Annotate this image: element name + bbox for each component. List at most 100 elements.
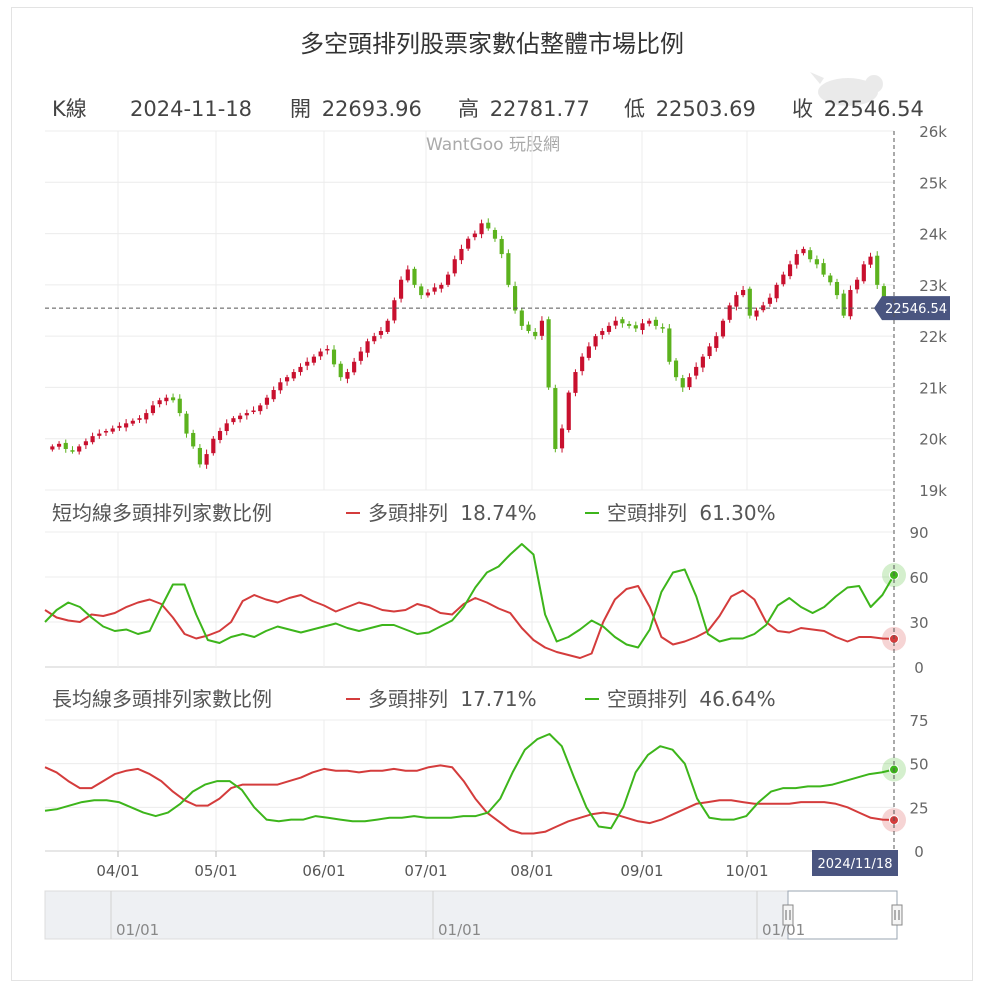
candle-body	[707, 346, 712, 357]
candle-body	[627, 323, 632, 326]
candle-body	[90, 436, 95, 443]
candle	[291, 369, 296, 382]
candle	[539, 316, 544, 340]
high-label: 高	[458, 97, 479, 121]
candle	[385, 318, 390, 334]
candle-body	[848, 289, 853, 317]
candle	[77, 444, 82, 455]
price-tag-shape	[874, 296, 950, 321]
short-panel-legend: 短均線多頭排列家數比例	[52, 501, 272, 525]
candle-body	[284, 377, 290, 382]
candle	[405, 265, 410, 283]
candle	[486, 218, 491, 231]
candle	[868, 252, 873, 268]
candle-body	[821, 263, 826, 275]
candle-body	[358, 351, 363, 361]
candle	[593, 333, 598, 350]
candle-body	[761, 305, 766, 311]
navigator-right-handle[interactable]	[891, 904, 903, 926]
candle	[258, 403, 263, 415]
candle	[238, 412, 243, 423]
candle	[519, 307, 524, 330]
candle-body	[432, 287, 437, 292]
panel-tick-label: 90	[909, 524, 928, 542]
candle-body	[83, 441, 88, 446]
candle	[298, 363, 303, 376]
candle	[734, 291, 739, 311]
candle	[177, 394, 182, 417]
candle-body	[600, 331, 605, 335]
candle	[50, 444, 55, 452]
candle-body	[553, 388, 558, 449]
candle-body	[573, 372, 578, 393]
candle	[767, 293, 773, 307]
candle	[399, 276, 404, 303]
candle-body	[130, 420, 135, 424]
panel-tick-label: 60	[909, 569, 928, 587]
candle-body	[720, 320, 726, 337]
bull-series-line	[44, 585, 895, 659]
candle	[412, 266, 417, 288]
candle	[875, 251, 880, 290]
candle	[445, 271, 451, 288]
short-bull-label: 多頭排列	[368, 501, 448, 525]
panel-tick-label: 50	[909, 756, 928, 774]
candle	[318, 348, 323, 360]
candle	[204, 449, 209, 469]
candle-body	[157, 400, 162, 405]
navigator-selection[interactable]	[787, 890, 898, 940]
candle	[606, 322, 612, 335]
candle-body	[855, 279, 860, 290]
candle-body	[399, 279, 404, 299]
candle	[506, 249, 511, 288]
x-axis: 04/01 05/01 06/01 07/01 08/01 09/01 10/01	[96, 851, 769, 880]
candle-body	[258, 405, 263, 412]
open-value: 22693.96	[322, 97, 422, 121]
candle-body	[868, 256, 873, 265]
candle-body	[251, 410, 256, 413]
candle	[801, 246, 806, 256]
price-tick-label: 23k	[919, 277, 947, 295]
price-tick-label: 19k	[919, 482, 947, 500]
low-label: 低	[624, 97, 645, 121]
candle-body	[613, 320, 618, 326]
candle-body	[352, 361, 357, 373]
candle-body	[586, 346, 591, 358]
long-bear-legend: 空頭排列 46.64%	[607, 687, 776, 711]
candle-body	[808, 250, 813, 260]
candle-body	[787, 264, 793, 277]
candle	[492, 227, 498, 242]
candle-body	[103, 431, 109, 433]
candle-body	[653, 319, 659, 326]
ohlc-date: 2024-11-18	[130, 97, 252, 121]
candle-body	[231, 418, 236, 423]
candle-body	[606, 325, 612, 332]
candle	[667, 324, 672, 365]
navigator-left-handle[interactable]	[782, 904, 794, 926]
candle-body	[318, 351, 323, 357]
candle	[613, 316, 618, 330]
short-bear-legend: 空頭排列 61.30%	[607, 501, 776, 525]
candle	[117, 422, 122, 431]
candle	[687, 373, 692, 390]
long-bull-value: 17.71%	[460, 687, 536, 711]
candle	[861, 261, 866, 284]
candle-body	[580, 356, 585, 372]
navigator[interactable]: 01/01 01/01 01/01	[44, 890, 903, 940]
navigator-label-1: 01/01	[116, 921, 159, 939]
watermark-text: WantGoo 玩股網	[426, 135, 560, 155]
candle-body	[117, 425, 122, 428]
candle-body	[472, 233, 477, 238]
candle	[83, 438, 88, 450]
candle	[70, 446, 75, 454]
candle-body	[747, 288, 752, 316]
long-bear-label: 空頭排列	[607, 687, 687, 711]
price-tick-label: 22k	[919, 328, 947, 346]
candle	[707, 343, 712, 359]
panel-tick-label: 0	[914, 659, 924, 677]
candle	[278, 378, 283, 394]
candle	[358, 347, 363, 365]
candle	[533, 328, 538, 340]
candle-body	[828, 275, 833, 283]
candle	[419, 283, 424, 299]
